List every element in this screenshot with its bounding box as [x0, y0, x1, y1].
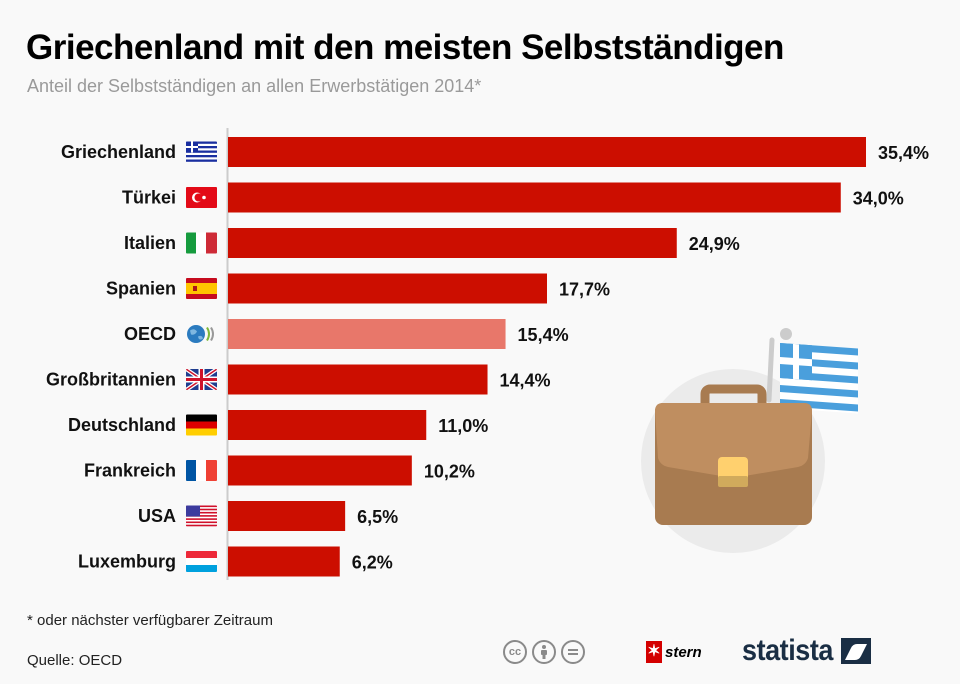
bar — [228, 364, 488, 395]
bar-row: Großbritannien 14,4% — [46, 364, 551, 395]
stern-wordmark: stern — [665, 643, 702, 661]
value-label: 24,9% — [689, 234, 740, 254]
category-label: Italien — [124, 233, 176, 253]
turkey-flag — [186, 187, 217, 208]
value-label: 17,7% — [559, 280, 610, 300]
star-icon: ✶ — [646, 641, 662, 663]
category-label: USA — [138, 506, 176, 526]
category-label: Spanien — [106, 279, 176, 299]
bar-row: Luxemburg 6,2% — [78, 546, 393, 577]
category-label: Türkei — [122, 188, 176, 208]
bar — [228, 455, 412, 486]
stern-logo[interactable]: ✶ stern — [646, 641, 702, 663]
bar — [228, 137, 866, 167]
luxembourg-flag — [186, 551, 217, 572]
bar-row: Griechenland 35,4% — [61, 137, 929, 167]
briefcase-icon — [655, 384, 812, 525]
uk-flag — [186, 369, 217, 390]
value-label: 6,5% — [357, 507, 398, 527]
statista-logo[interactable]: statista — [742, 634, 872, 668]
italy-flag — [186, 232, 217, 254]
bar — [228, 319, 506, 349]
bar-chart: Griechenland 35,4% Türkei 34,0% Italien 24,9%… — [46, 128, 929, 580]
statista-wordmark: statista — [742, 634, 833, 667]
bar — [228, 228, 677, 258]
category-label: Großbritannien — [46, 370, 176, 390]
value-label: 10,2% — [424, 462, 475, 482]
category-label: OECD — [124, 324, 176, 344]
bar-row: Deutschland 11,0% — [68, 410, 488, 440]
value-label: 35,4% — [878, 143, 929, 163]
oecd-logo — [187, 325, 214, 343]
category-label: Griechenland — [61, 142, 176, 162]
france-flag — [186, 460, 217, 481]
value-label: 6,2% — [352, 553, 393, 573]
bar-row: OECD 15,4% — [124, 319, 569, 349]
no-derivatives-icon[interactable] — [561, 640, 585, 664]
chart-title: Griechenland mit den meisten Selbstständ… — [26, 28, 784, 67]
license-icons: cc — [503, 640, 585, 664]
bar-row: Spanien 17,7% — [106, 273, 610, 304]
bar-row: Italien 24,9% — [124, 228, 740, 258]
briefcase-illustration — [641, 328, 858, 553]
attribution-icon[interactable] — [532, 640, 556, 664]
spain-flag — [186, 278, 217, 299]
bar — [228, 546, 340, 577]
value-label: 34,0% — [853, 189, 904, 209]
category-label: Frankreich — [84, 461, 176, 481]
value-label: 14,4% — [500, 371, 551, 391]
bar — [228, 182, 841, 213]
chart-subtitle: Anteil der Selbstständigen an allen Erwe… — [27, 76, 482, 96]
value-label: 15,4% — [518, 325, 569, 345]
cc-icon[interactable]: cc — [503, 640, 527, 664]
usa-flag — [186, 505, 217, 527]
germany-flag — [186, 414, 217, 436]
source-note: Quelle: OECD — [27, 652, 123, 669]
greece-flag — [186, 141, 217, 163]
bar — [228, 273, 547, 304]
footnote: * oder nächster verfügbarer Zeitraum — [27, 612, 273, 629]
statista-mark-icon — [841, 638, 872, 664]
bar — [228, 501, 346, 531]
category-label: Deutschland — [68, 415, 176, 435]
value-label: 11,0% — [438, 416, 488, 436]
bar-row: Türkei 34,0% — [122, 182, 904, 213]
greek-flag-illustration — [766, 328, 858, 414]
bar — [228, 410, 427, 440]
bar-row: Frankreich 10,2% — [84, 455, 475, 486]
category-label: Luxemburg — [78, 552, 176, 572]
bar-row: USA 6,5% — [138, 501, 398, 531]
